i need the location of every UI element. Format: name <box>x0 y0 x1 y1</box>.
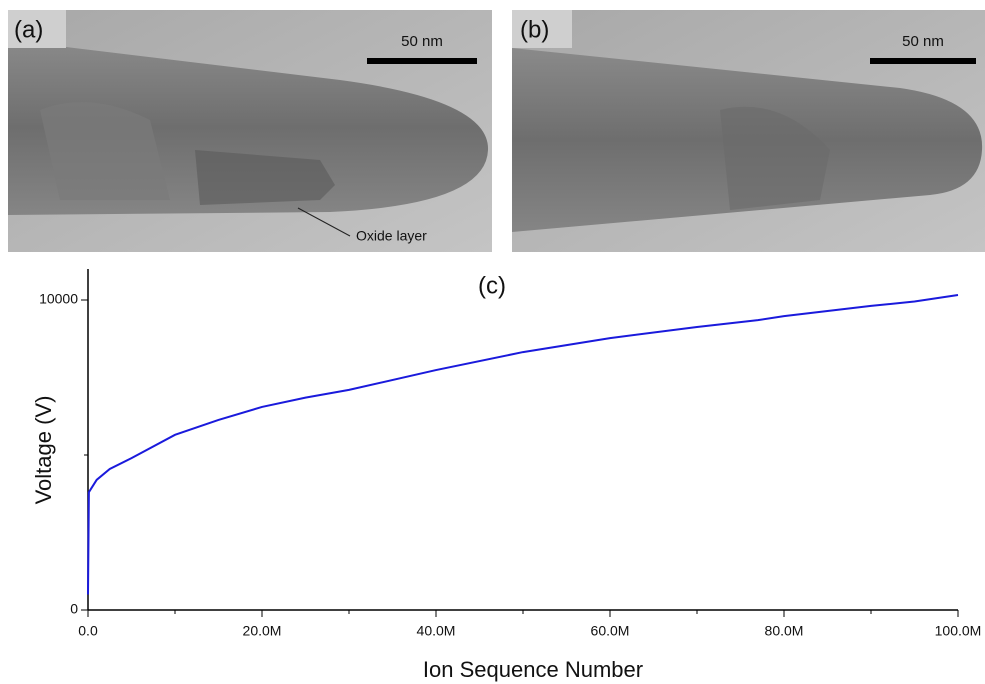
panel-label: (b) <box>520 16 549 43</box>
annotation: Oxide layer <box>356 228 427 244</box>
y-tick-label: 10000 <box>39 291 78 307</box>
scale-label: 50 nm <box>401 33 443 50</box>
x-axis-label: Ion Sequence Number <box>423 657 643 682</box>
tem-image-b: (b) 50 nm <box>512 10 985 252</box>
scale-label: 50 nm <box>902 33 944 50</box>
x-tick-label: 60.0M <box>591 623 630 639</box>
chart: (c) Ion Sequence Number Voltage (V) 0.0 2… <box>31 269 982 682</box>
panel-label: (a) <box>14 16 43 43</box>
y-tick-label: 0 <box>70 601 78 617</box>
tem-image-a: (a) 50 nm Oxide layer <box>8 10 492 252</box>
y-axis-label: Voltage (V) <box>31 396 56 505</box>
x-tick-label: 40.0M <box>417 623 456 639</box>
data-line <box>87 294 959 595</box>
x-tick-label: 80.0M <box>765 623 804 639</box>
x-tick-label: 0.0 <box>78 623 98 639</box>
chart-title: (c) <box>478 272 506 299</box>
x-tick-label: 20.0M <box>243 623 282 639</box>
x-tick-label: 100.0M <box>935 623 982 639</box>
